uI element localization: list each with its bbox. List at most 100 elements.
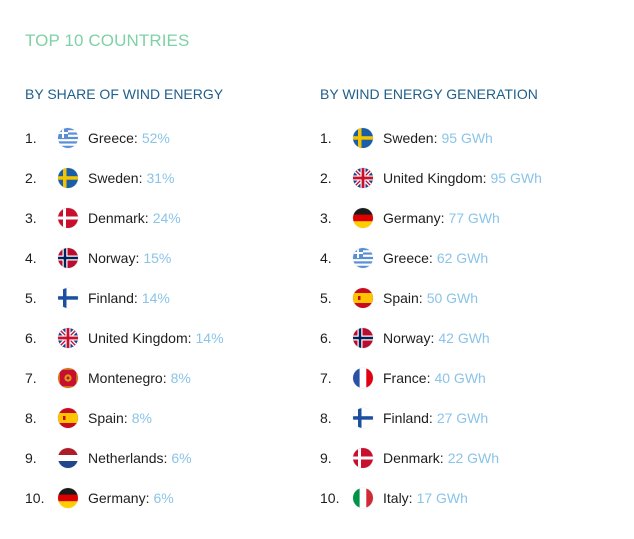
- rank-number: 7.: [320, 370, 332, 386]
- country-value: 62 GWh: [436, 250, 489, 266]
- rank-number: 10.: [25, 490, 45, 506]
- country-value: 14%: [195, 330, 224, 346]
- country-value: 95 GWh: [441, 130, 493, 146]
- spain-flag-icon: [58, 408, 78, 428]
- denmark-flag-icon: [353, 448, 373, 468]
- share-column: BY SHARE OF WIND ENERGY 1. Greece: 52% 2. Sw…: [25, 86, 224, 518]
- rank-number: 8.: [320, 410, 332, 426]
- sweden-flag-icon: [58, 168, 78, 188]
- finland-flag-icon: [58, 288, 78, 308]
- country-value: 77 GWh: [448, 210, 500, 226]
- montenegro-flag-icon: [58, 368, 78, 388]
- country-value: 40 GWh: [434, 370, 486, 386]
- rank-number: 4.: [320, 250, 332, 266]
- country-name: United Kingdom:: [383, 170, 487, 186]
- country-value: 95 GWh: [490, 170, 542, 186]
- country-name: Norway:: [88, 250, 140, 266]
- country-value: 52%: [141, 130, 170, 146]
- country-value: 50 GWh: [426, 290, 479, 306]
- rank-number: 3.: [320, 210, 332, 226]
- rank-number: 1.: [320, 130, 332, 146]
- rank-number: 7.: [25, 370, 37, 386]
- netherlands-flag-icon: [58, 448, 78, 468]
- share-list-item: 5. Finland: 14%: [25, 278, 224, 318]
- rank-number: 1.: [25, 130, 37, 146]
- rank-number: 8.: [25, 410, 37, 426]
- page-title: TOP 10 COUNTRIES: [25, 31, 190, 50]
- generation-list-item: 4. Greece: 62 GWh: [320, 238, 542, 278]
- finland-flag-icon: [353, 408, 373, 428]
- norway-flag-icon: [353, 328, 373, 348]
- generation-heading: BY WIND ENERGY GENERATION: [320, 86, 538, 102]
- country-name: Germany:: [88, 490, 150, 506]
- country-name: Norway:: [383, 330, 435, 346]
- greece-flag-icon: [58, 128, 78, 148]
- share-list-item: 2. Sweden: 31%: [25, 158, 224, 198]
- country-name: Germany:: [383, 210, 445, 226]
- generation-list-item: 8. Finland: 27 GWh: [320, 398, 542, 438]
- country-value: 27 GWh: [436, 410, 489, 426]
- uk-flag-icon: [58, 328, 78, 348]
- country-name: Sweden:: [383, 130, 438, 146]
- share-list-item: 10. Germany: 6%: [25, 478, 224, 518]
- country-value: 8%: [131, 410, 152, 426]
- country-name: Greece:: [383, 250, 433, 266]
- country-name: France:: [383, 370, 431, 386]
- country-name: Montenegro:: [88, 370, 167, 386]
- country-name: United Kingdom:: [88, 330, 192, 346]
- rank-number: 9.: [25, 450, 37, 466]
- rank-number: 4.: [25, 250, 37, 266]
- spain-flag-icon: [353, 288, 373, 308]
- country-name: Italy:: [383, 490, 413, 506]
- country-name: Finland:: [383, 410, 433, 426]
- share-list-item: 1. Greece: 52%: [25, 118, 224, 158]
- share-list-item: 7. Montenegro: 8%: [25, 358, 224, 398]
- country-value: 22 GWh: [447, 450, 500, 466]
- country-value: 31%: [146, 170, 175, 186]
- generation-list-item: 10. Italy: 17 GWh: [320, 478, 542, 518]
- generation-list-item: 6. Norway: 42 GWh: [320, 318, 542, 358]
- france-flag-icon: [353, 368, 373, 388]
- share-list-item: 3. Denmark: 24%: [25, 198, 224, 238]
- italy-flag-icon: [353, 488, 373, 508]
- rank-number: 5.: [320, 290, 332, 306]
- generation-column: BY WIND ENERGY GENERATION 1. Sweden: 95 GW…: [320, 86, 542, 518]
- country-name: Spain:: [88, 410, 128, 426]
- share-list-item: 4. Norway: 15%: [25, 238, 224, 278]
- norway-flag-icon: [58, 248, 78, 268]
- uk-flag-icon: [353, 168, 373, 188]
- generation-list-item: 2. United Kingdom: 95 GWh: [320, 158, 542, 198]
- share-list: 1. Greece: 52% 2. Sweden: 31% 3. Denmark: 24% 4. N…: [25, 118, 224, 518]
- country-value: 8%: [170, 370, 191, 386]
- country-name: Sweden:: [88, 170, 143, 186]
- country-name: Spain:: [383, 290, 423, 306]
- sweden-flag-icon: [353, 128, 373, 148]
- germany-flag-icon: [58, 488, 78, 508]
- generation-list-item: 3. Germany: 77 GWh: [320, 198, 542, 238]
- rank-number: 10.: [320, 490, 340, 506]
- germany-flag-icon: [353, 208, 373, 228]
- country-value: 6%: [171, 450, 192, 466]
- rank-number: 2.: [320, 170, 332, 186]
- share-heading: BY SHARE OF WIND ENERGY: [25, 86, 224, 102]
- rank-number: 3.: [25, 210, 37, 226]
- country-name: Finland:: [88, 290, 138, 306]
- share-list-item: 8. Spain: 8%: [25, 398, 224, 438]
- country-value: 17 GWh: [416, 490, 468, 506]
- country-name: Netherlands:: [88, 450, 168, 466]
- greece-flag-icon: [353, 248, 373, 268]
- country-value: 15%: [143, 250, 172, 266]
- country-value: 42 GWh: [438, 330, 490, 346]
- rank-number: 5.: [25, 290, 37, 306]
- generation-list-item: 1. Sweden: 95 GWh: [320, 118, 542, 158]
- generation-list-item: 9. Denmark: 22 GWh: [320, 438, 542, 478]
- share-list-item: 6. United Kingdom: 14%: [25, 318, 224, 358]
- rank-number: 9.: [320, 450, 332, 466]
- generation-list-item: 7. France: 40 GWh: [320, 358, 542, 398]
- generation-list: 1. Sweden: 95 GWh 2. United Kingdom: 95 GWh 3.…: [320, 118, 542, 518]
- rank-number: 6.: [320, 330, 332, 346]
- country-value: 6%: [153, 490, 174, 506]
- country-name: Denmark:: [383, 450, 444, 466]
- denmark-flag-icon: [58, 208, 78, 228]
- rank-number: 6.: [25, 330, 37, 346]
